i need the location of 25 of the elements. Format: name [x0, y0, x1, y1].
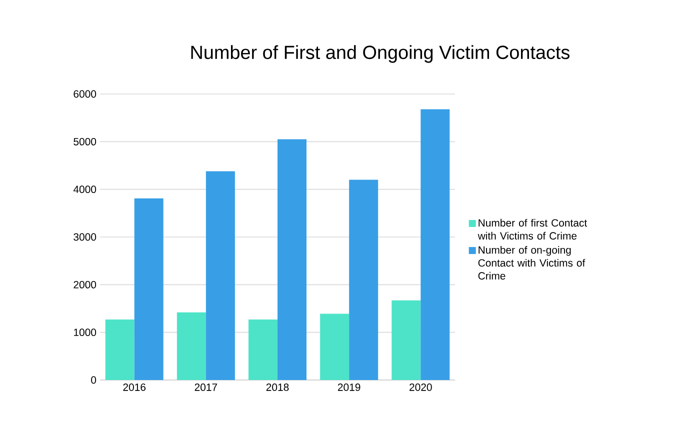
chart-title: Number of First and Ongoing Victim Contacts — [191, 45, 570, 63]
bar — [105, 319, 134, 380]
x-tick-label: 2016 — [123, 384, 146, 391]
x-tick-label: 2019 — [338, 384, 360, 391]
y-tick-label: 6000 — [74, 90, 96, 98]
x-tick-label: 2017 — [194, 384, 218, 391]
y-tick-label: 2000 — [74, 280, 96, 288]
bar — [206, 171, 235, 380]
bar — [248, 319, 278, 380]
y-tick-label: 0 — [91, 376, 96, 384]
bar — [278, 139, 307, 380]
y-tick-label: 3000 — [74, 233, 96, 241]
y-tick-label: 4000 — [73, 186, 96, 194]
x-tick-label: 2018 — [266, 384, 289, 391]
bar — [176, 312, 206, 380]
bar — [349, 180, 378, 380]
legend-label: Number of first Contact with Victims of Crime — [478, 218, 588, 240]
bar — [392, 300, 421, 380]
bar — [420, 109, 450, 380]
bar — [134, 198, 164, 380]
y-tick-label: 5000 — [74, 138, 96, 146]
y-tick-label: 1000 — [74, 328, 96, 336]
bar — [320, 314, 350, 380]
x-tick-label: 2020 — [410, 384, 432, 391]
legend-label: Number of on-going Contact with Victims of Crime — [478, 246, 586, 280]
